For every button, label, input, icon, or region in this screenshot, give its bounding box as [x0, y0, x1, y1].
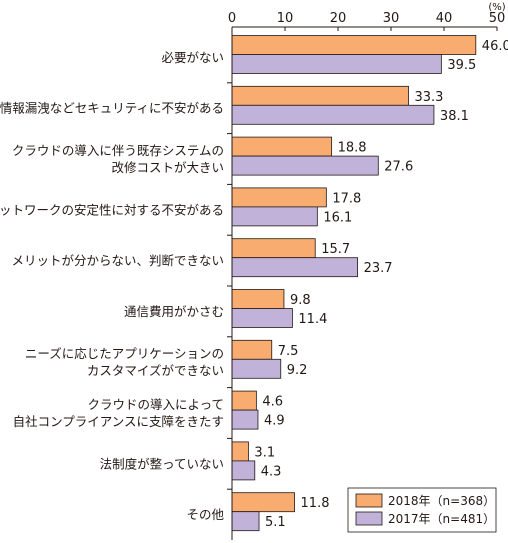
bar-value-label: 18.8	[338, 141, 367, 156]
legend-swatch	[355, 493, 383, 508]
category-label: メリットが分からない、判断できない	[11, 253, 224, 268]
legend-label: 2017年（n=481）	[388, 512, 495, 526]
bar-value-label: 15.7	[321, 242, 350, 257]
bar-value-label: 5.1	[265, 515, 286, 530]
x-axis: 0 10 20 30 40 50(%)	[227, 2, 506, 540]
bar-value-label: 38.1	[440, 109, 469, 124]
legend: 2018年（n=368） 2017年（n=481）	[347, 487, 497, 533]
bar-value-label: 23.7	[364, 261, 393, 276]
bar-series2	[231, 409, 259, 430]
category-label: 改修コストが大きい	[111, 160, 224, 175]
legend-label: 2018年（n=368）	[388, 494, 495, 508]
bar-value-label: 33.3	[414, 90, 443, 105]
bar-series1	[231, 85, 409, 106]
category-label: 自社コンプライアンスに支障をきたす	[13, 414, 224, 429]
bar-series1	[231, 390, 257, 411]
x-tick-label: 50	[489, 11, 506, 26]
bar-series1	[231, 492, 295, 513]
x-tick-label: 30	[383, 11, 400, 26]
bar-value-label: 11.4	[298, 312, 327, 327]
category-label: クラウドの導入によって	[87, 397, 224, 412]
category-label: クラウドの導入に伴う既存システムの	[12, 143, 224, 158]
bar-series2	[231, 104, 435, 125]
bar-value-label: 39.5	[447, 58, 476, 73]
bar-series1	[231, 238, 316, 259]
x-tick-label: 10	[277, 11, 294, 26]
bar-value-label: 4.3	[261, 464, 282, 479]
unit-label: (%)	[488, 2, 505, 13]
bar-series1	[231, 136, 333, 157]
bar-value-label: 4.6	[262, 395, 283, 410]
bar-series1	[231, 441, 249, 462]
category-labels: 必要がない情報漏洩などセキュリティに不安があるクラウドの導入に伴う既存システムの…	[0, 50, 224, 522]
bar-value-label: 16.1	[323, 210, 352, 225]
x-tick-label: 20	[330, 11, 347, 26]
bar-series2	[231, 257, 359, 278]
bar-value-label: 11.8	[301, 496, 330, 511]
x-tick-label: 0	[228, 11, 236, 26]
bar-series2	[231, 308, 293, 328]
bar-value-label: 17.8	[332, 191, 361, 206]
category-label: 法制度が整っていない	[100, 456, 224, 471]
bar-value-label: 4.9	[264, 414, 285, 429]
category-label: ニーズに応じたアプリケーションの	[25, 346, 224, 361]
category-label: カスタマイズができない	[87, 363, 224, 378]
bar-series1	[231, 289, 285, 309]
bar-series2	[231, 460, 256, 481]
bar-series1	[231, 35, 477, 55]
bar-value-label: 9.8	[290, 293, 311, 308]
category-label: 通信費用がかさむ	[124, 304, 224, 319]
x-tick-label: 40	[436, 11, 453, 26]
category-label: その他	[186, 507, 224, 522]
bar-series1	[231, 187, 327, 208]
category-label: ネットワークの安定性に対する不安がある	[0, 202, 224, 217]
category-label: 必要がない	[161, 50, 224, 65]
bars-layer: 46.0 33.3 18.8 17.8 15.7 9.8 7.5 4.6 3.1 11.8 39.5…	[231, 35, 508, 532]
legend-swatch	[355, 511, 383, 526]
category-label: 情報漏洩などセキュリティに不安がある	[0, 101, 224, 116]
bar-value-label: 9.2	[287, 363, 308, 378]
bar-value-label: 3.1	[254, 445, 275, 460]
bar-value-label: 27.6	[384, 160, 413, 175]
bar-series2	[231, 54, 442, 74]
bar-series1	[231, 339, 273, 360]
bar-value-label: 46.0	[482, 39, 508, 54]
bar-series2	[231, 358, 282, 379]
bar-series2	[231, 155, 379, 176]
bar-series2	[231, 511, 260, 532]
bar-series2	[231, 206, 318, 227]
bar-value-label: 7.5	[278, 344, 299, 359]
